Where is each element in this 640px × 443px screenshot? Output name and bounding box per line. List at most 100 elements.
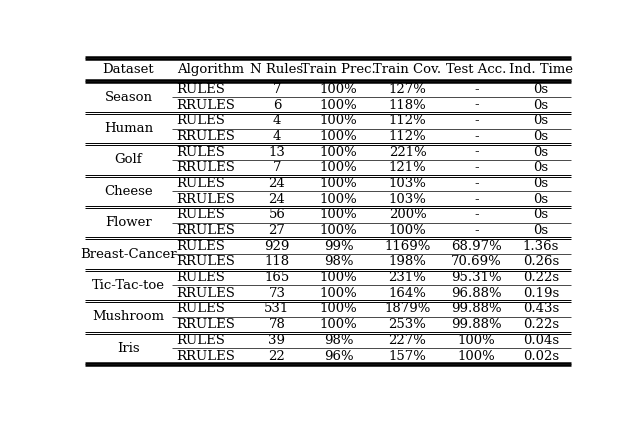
Text: 929: 929 bbox=[264, 240, 290, 253]
Text: 56: 56 bbox=[269, 208, 285, 222]
Text: 1169%: 1169% bbox=[385, 240, 431, 253]
Text: RULES: RULES bbox=[176, 208, 225, 222]
Text: 100%: 100% bbox=[319, 193, 357, 206]
Text: 22: 22 bbox=[269, 350, 285, 362]
Text: RRULES: RRULES bbox=[176, 98, 235, 112]
Text: 0.04s: 0.04s bbox=[523, 334, 559, 347]
Text: 6: 6 bbox=[273, 98, 281, 112]
Text: 231%: 231% bbox=[388, 271, 426, 284]
Text: 1.36s: 1.36s bbox=[523, 240, 559, 253]
Text: -: - bbox=[474, 114, 479, 127]
Text: 227%: 227% bbox=[388, 334, 426, 347]
Text: 98%: 98% bbox=[324, 334, 353, 347]
Text: -: - bbox=[474, 161, 479, 174]
Text: 0s: 0s bbox=[534, 224, 548, 237]
Text: -: - bbox=[474, 146, 479, 159]
Text: 100%: 100% bbox=[319, 271, 357, 284]
Text: 95.31%: 95.31% bbox=[451, 271, 502, 284]
Text: 0s: 0s bbox=[534, 193, 548, 206]
Text: RRULES: RRULES bbox=[176, 193, 235, 206]
Text: 0.22s: 0.22s bbox=[523, 318, 559, 331]
Text: RRULES: RRULES bbox=[176, 287, 235, 300]
Text: RULES: RULES bbox=[176, 303, 225, 315]
Text: 165: 165 bbox=[264, 271, 290, 284]
Text: Mushroom: Mushroom bbox=[92, 311, 164, 323]
Text: RRULES: RRULES bbox=[176, 224, 235, 237]
Text: 99%: 99% bbox=[324, 240, 353, 253]
Text: RRULES: RRULES bbox=[176, 318, 235, 331]
Text: 0s: 0s bbox=[534, 161, 548, 174]
Text: Cheese: Cheese bbox=[104, 185, 153, 198]
Text: 68.97%: 68.97% bbox=[451, 240, 502, 253]
Text: 24: 24 bbox=[269, 177, 285, 190]
Text: Breast-Cancer: Breast-Cancer bbox=[80, 248, 177, 260]
Text: -: - bbox=[474, 177, 479, 190]
Text: N Rules: N Rules bbox=[250, 63, 303, 76]
Text: 98%: 98% bbox=[324, 256, 353, 268]
Text: 127%: 127% bbox=[388, 83, 426, 96]
Text: Flower: Flower bbox=[105, 216, 152, 229]
Text: 100%: 100% bbox=[319, 287, 357, 300]
Text: 96%: 96% bbox=[324, 350, 353, 362]
Text: 100%: 100% bbox=[319, 146, 357, 159]
Text: 0s: 0s bbox=[534, 114, 548, 127]
Text: RRULES: RRULES bbox=[176, 256, 235, 268]
Text: Tic-Tac-toe: Tic-Tac-toe bbox=[92, 279, 165, 292]
Text: RULES: RULES bbox=[176, 271, 225, 284]
Text: 0s: 0s bbox=[534, 177, 548, 190]
Text: Human: Human bbox=[104, 122, 153, 135]
Text: 103%: 103% bbox=[388, 193, 426, 206]
Text: 200%: 200% bbox=[388, 208, 426, 222]
Text: 4: 4 bbox=[273, 130, 281, 143]
Text: 100%: 100% bbox=[319, 224, 357, 237]
Text: Season: Season bbox=[104, 91, 152, 104]
Text: 253%: 253% bbox=[388, 318, 426, 331]
Text: 78: 78 bbox=[269, 318, 285, 331]
Text: RULES: RULES bbox=[176, 177, 225, 190]
Text: 0s: 0s bbox=[534, 208, 548, 222]
Text: 100%: 100% bbox=[319, 318, 357, 331]
Text: 4: 4 bbox=[273, 114, 281, 127]
Text: Train Prec.: Train Prec. bbox=[301, 63, 376, 76]
Text: RRULES: RRULES bbox=[176, 350, 235, 362]
Text: 100%: 100% bbox=[388, 224, 426, 237]
Text: 100%: 100% bbox=[319, 177, 357, 190]
Text: 39: 39 bbox=[269, 334, 285, 347]
Text: 13: 13 bbox=[269, 146, 285, 159]
Text: 0.02s: 0.02s bbox=[523, 350, 559, 362]
Text: 531: 531 bbox=[264, 303, 290, 315]
Text: 100%: 100% bbox=[319, 114, 357, 127]
Text: 118%: 118% bbox=[388, 98, 426, 112]
Text: RULES: RULES bbox=[176, 334, 225, 347]
Text: -: - bbox=[474, 130, 479, 143]
Text: 99.88%: 99.88% bbox=[451, 318, 502, 331]
Text: 0s: 0s bbox=[534, 83, 548, 96]
Text: RRULES: RRULES bbox=[176, 130, 235, 143]
Text: 96.88%: 96.88% bbox=[451, 287, 502, 300]
Text: 112%: 112% bbox=[388, 114, 426, 127]
Text: 100%: 100% bbox=[319, 303, 357, 315]
Text: -: - bbox=[474, 224, 479, 237]
Text: Golf: Golf bbox=[115, 153, 142, 167]
Text: 0s: 0s bbox=[534, 98, 548, 112]
Text: -: - bbox=[474, 98, 479, 112]
Text: RULES: RULES bbox=[176, 146, 225, 159]
Text: -: - bbox=[474, 83, 479, 96]
Text: 24: 24 bbox=[269, 193, 285, 206]
Text: RULES: RULES bbox=[176, 83, 225, 96]
Text: 0s: 0s bbox=[534, 146, 548, 159]
Text: RULES: RULES bbox=[176, 114, 225, 127]
Text: 100%: 100% bbox=[458, 334, 495, 347]
Text: RRULES: RRULES bbox=[176, 161, 235, 174]
Text: 27: 27 bbox=[269, 224, 285, 237]
Text: 157%: 157% bbox=[388, 350, 426, 362]
Text: Dataset: Dataset bbox=[102, 63, 154, 76]
Text: 198%: 198% bbox=[388, 256, 426, 268]
Text: 221%: 221% bbox=[388, 146, 426, 159]
Text: Iris: Iris bbox=[117, 342, 140, 355]
Text: 73: 73 bbox=[269, 287, 285, 300]
Text: RULES: RULES bbox=[176, 240, 225, 253]
Text: 100%: 100% bbox=[319, 208, 357, 222]
Text: 100%: 100% bbox=[319, 98, 357, 112]
Text: 0s: 0s bbox=[534, 130, 548, 143]
